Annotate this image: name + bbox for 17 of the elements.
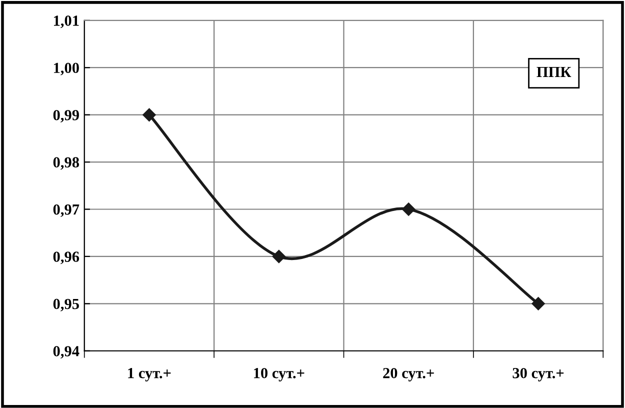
y-tick-label: 0,99 <box>53 110 79 122</box>
point <box>402 202 416 216</box>
x-tick-label: 10 сут.+ <box>254 368 304 382</box>
y-tick-label: 0,97 <box>53 204 80 217</box>
y-tick-label: 1,00 <box>54 62 79 76</box>
y-tick-label: 0,94 <box>53 346 80 359</box>
point <box>142 108 156 122</box>
point <box>532 297 545 310</box>
x-tick-label: 20 сут.+ <box>383 368 434 382</box>
annotation: ППК <box>536 66 572 77</box>
y-tick-label: 1,01 <box>54 16 79 28</box>
point <box>272 250 286 264</box>
x-tick-label: 30 сут.+ <box>512 368 564 382</box>
y-tick-label: 0,98 <box>53 157 80 170</box>
y-tick-label: 0,96 <box>53 252 80 264</box>
y-tick-label: 0,95 <box>53 298 79 312</box>
x-tick-label: 1 сут.+ <box>128 368 171 382</box>
